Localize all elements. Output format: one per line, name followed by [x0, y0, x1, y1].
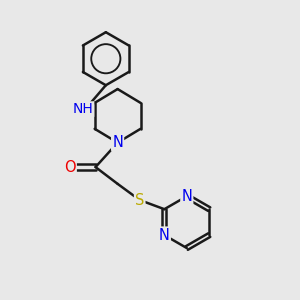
Text: N: N — [112, 135, 123, 150]
Text: N: N — [159, 228, 170, 243]
Text: O: O — [64, 160, 76, 175]
Text: NH: NH — [73, 102, 93, 116]
Text: N: N — [182, 189, 192, 204]
Text: S: S — [135, 193, 144, 208]
